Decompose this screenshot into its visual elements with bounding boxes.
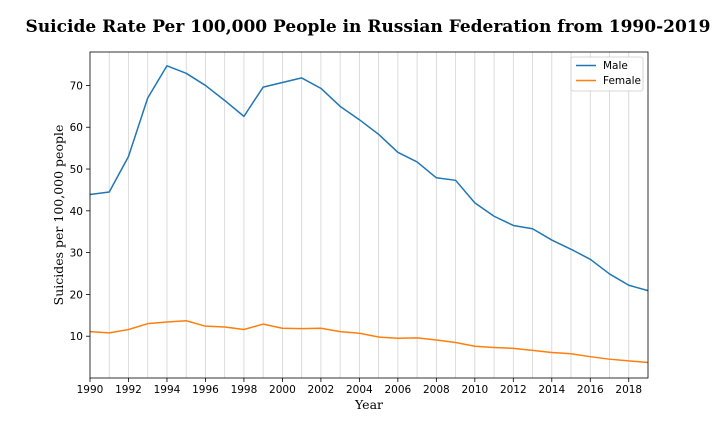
x-tick-label: 1990 (77, 384, 104, 396)
y-axis-ticks: 10 20 30 40 50 60 70 (70, 80, 90, 343)
legend: Male Female (570, 56, 644, 92)
y-tick-label: 50 (70, 164, 83, 176)
legend-label-male: Male (603, 60, 628, 72)
x-tick-label: 2006 (384, 384, 411, 396)
x-tick-label: 2014 (538, 384, 565, 396)
y-tick-label: 60 (70, 122, 83, 134)
series-line-female (89, 319, 649, 364)
y-tick-label: 10 (70, 331, 83, 343)
y-axis-label: Suicides per 100,000 people (51, 125, 66, 306)
x-tick-label: 2000 (269, 384, 296, 396)
plot-area-frame (89, 51, 649, 379)
x-tick-label: 2002 (308, 384, 335, 396)
x-tick-label: 2012 (500, 384, 527, 396)
chart-title: Suicide Rate Per 100,000 People in Russi… (26, 17, 711, 37)
x-axis-label: Year (354, 397, 383, 412)
x-tick-label: 1994 (154, 384, 181, 396)
x-tick-label: 2008 (423, 384, 450, 396)
y-tick-label: 40 (70, 206, 83, 218)
x-tick-label: 1992 (115, 384, 142, 396)
y-tick-label: 30 (70, 248, 83, 260)
x-axis-ticks: 1990 1992 1994 1996 1998 2000 2002 2004 2006 2008… (77, 378, 642, 396)
x-tick-label: 2004 (346, 384, 373, 396)
x-tick-label: 1996 (192, 384, 219, 396)
y-tick-label: 70 (70, 80, 83, 92)
grid-lines (108, 52, 630, 378)
x-tick-label: 1998 (231, 384, 258, 396)
series-line-male (89, 65, 649, 292)
x-tick-label: 2010 (461, 384, 488, 396)
legend-label-female: Female (603, 75, 641, 87)
series-lines (89, 65, 649, 364)
x-tick-label: 2018 (615, 384, 642, 396)
y-tick-label: 20 (70, 289, 83, 301)
x-tick-label: 2016 (577, 384, 604, 396)
